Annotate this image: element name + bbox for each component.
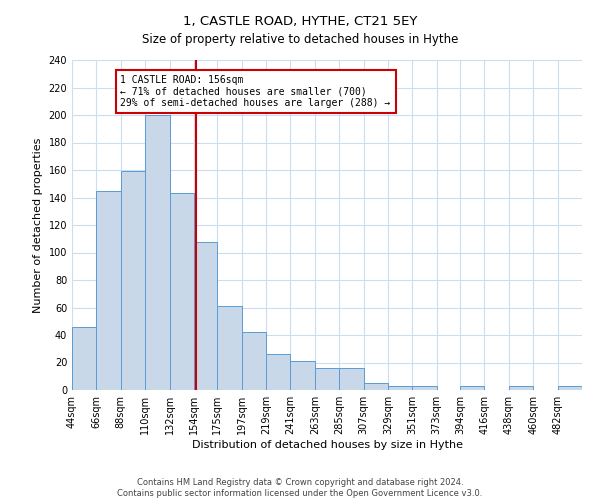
- Bar: [194, 242, 217, 390]
- Bar: [266, 354, 290, 390]
- Y-axis label: Number of detached properties: Number of detached properties: [33, 138, 43, 312]
- Bar: [97, 190, 121, 390]
- Bar: [364, 383, 388, 390]
- X-axis label: Distribution of detached houses by size in Hythe: Distribution of detached houses by size …: [191, 440, 463, 450]
- Bar: [412, 386, 437, 390]
- Bar: [242, 332, 266, 390]
- Bar: [170, 194, 194, 390]
- Bar: [557, 386, 582, 390]
- Bar: [509, 386, 533, 390]
- Text: Size of property relative to detached houses in Hythe: Size of property relative to detached ho…: [142, 32, 458, 46]
- Bar: [72, 327, 97, 390]
- Text: 1 CASTLE ROAD: 156sqm
← 71% of detached houses are smaller (700)
29% of semi-det: 1 CASTLE ROAD: 156sqm ← 71% of detached …: [121, 75, 391, 108]
- Bar: [121, 172, 145, 390]
- Bar: [315, 368, 339, 390]
- Text: 1, CASTLE ROAD, HYTHE, CT21 5EY: 1, CASTLE ROAD, HYTHE, CT21 5EY: [183, 15, 417, 28]
- Bar: [388, 386, 412, 390]
- Bar: [145, 115, 170, 390]
- Bar: [460, 386, 484, 390]
- Bar: [290, 361, 315, 390]
- Bar: [339, 368, 364, 390]
- Bar: [217, 306, 242, 390]
- Text: Contains HM Land Registry data © Crown copyright and database right 2024.
Contai: Contains HM Land Registry data © Crown c…: [118, 478, 482, 498]
